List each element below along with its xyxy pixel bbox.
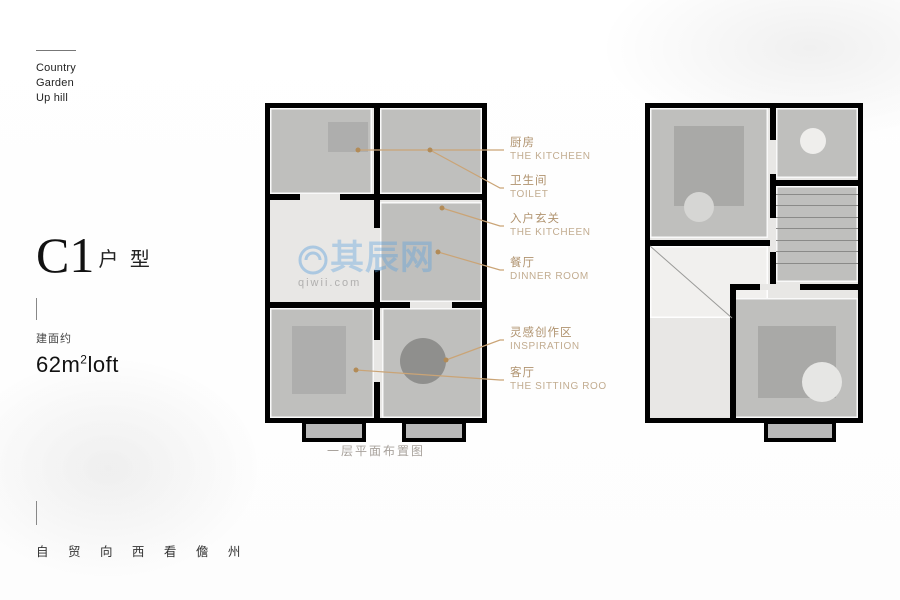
balcony-box xyxy=(306,424,362,438)
tagline: 自 贸 向 西 看 儋 州 xyxy=(36,541,248,560)
area-label: 建面约 xyxy=(36,330,206,346)
balcony-box xyxy=(768,424,832,438)
left-panel: Country Garden Up hill C1户 型 建面约 62m2lof… xyxy=(36,50,206,378)
stair-tread xyxy=(776,240,858,241)
furniture xyxy=(292,326,346,394)
door-opening xyxy=(374,340,380,382)
brand: Country Garden Up hill xyxy=(36,50,206,106)
unit-title: C1户 型 建面约 62m2loft xyxy=(36,226,206,378)
stair-tread xyxy=(776,194,858,195)
annotation-label: 入户玄关THE KITCHEEN xyxy=(510,212,591,240)
brand-line2: Garden xyxy=(36,76,206,91)
plan1-canvas xyxy=(270,108,482,418)
plan2-canvas xyxy=(650,108,858,418)
door-opening xyxy=(410,302,452,308)
room-dinner xyxy=(380,202,482,302)
door-opening xyxy=(300,194,340,200)
brand-divider xyxy=(36,50,76,51)
room-toilet xyxy=(380,108,482,194)
area-value: 62m2loft xyxy=(36,352,206,378)
stair-tread xyxy=(776,205,858,206)
title-divider xyxy=(36,298,37,320)
annotation-label: 客厅THE SITTING ROO xyxy=(510,366,607,394)
floorplan-level1: 一层平面布置图 xyxy=(270,108,482,459)
stair-tread xyxy=(776,263,858,264)
stair-tread xyxy=(776,228,858,229)
stair-tread xyxy=(776,251,858,252)
floorplan-level2 xyxy=(650,108,858,418)
annotation-label: 灵感创作区INSPIRATION xyxy=(510,326,580,354)
footline: 自 贸 向 西 看 儋 州 xyxy=(36,501,248,560)
brand-line1: Country xyxy=(36,61,206,76)
unit-code-suffix: 户 型 xyxy=(98,249,153,271)
furniture xyxy=(328,122,368,152)
annotation-label: 卫生间TOILET xyxy=(510,174,548,202)
annotation-label: 餐厅DINNER ROOM xyxy=(510,256,589,284)
stair-tread xyxy=(776,217,858,218)
balcony-box xyxy=(406,424,462,438)
brand-line3: Up hill xyxy=(36,91,206,106)
unit-code: C1 xyxy=(36,226,94,284)
plan1-caption: 一层平面布置图 xyxy=(270,442,482,459)
foot-divider xyxy=(36,501,37,525)
furniture xyxy=(400,338,446,384)
door-opening xyxy=(374,228,380,270)
annotation-label: 厨房THE KITCHEEN xyxy=(510,136,591,164)
